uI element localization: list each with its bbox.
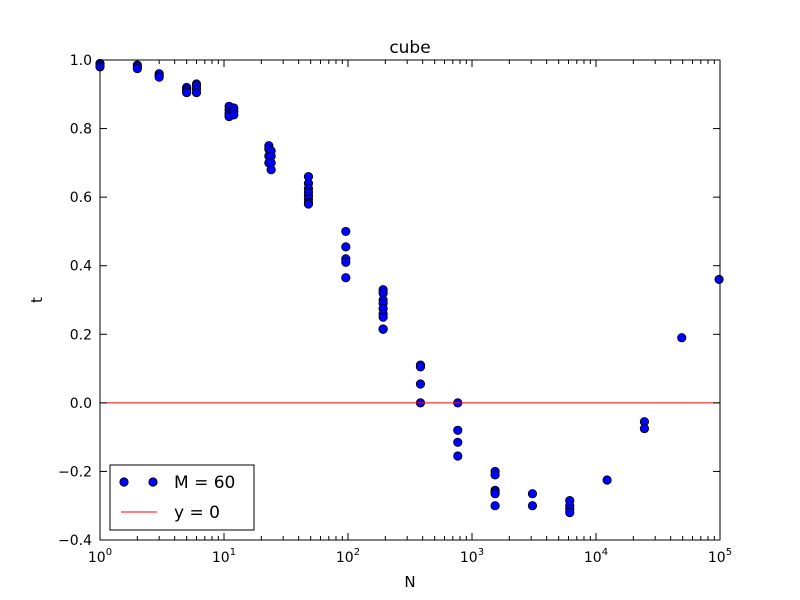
y-tick-label: 0.2 <box>70 327 92 343</box>
data-point <box>453 451 463 461</box>
data-point <box>527 501 538 511</box>
x-tick-label: 100 <box>88 547 112 566</box>
data-point <box>453 425 463 435</box>
data-point <box>677 333 687 343</box>
y-axis-label: t <box>28 297 46 303</box>
y-tick-label: −0.4 <box>58 533 92 549</box>
y-tick-label: 0.0 <box>70 396 92 412</box>
data-point <box>490 501 500 511</box>
legend-marker-scatter <box>119 477 129 487</box>
ticks-layer: −0.4 −0.2 0.0 0.2 0.4 0.6 0.8 1.0 100 101 102 103 10… <box>58 53 732 566</box>
data-point <box>341 273 351 283</box>
data-point <box>490 470 500 480</box>
data-point <box>527 489 538 499</box>
legend-label-scatter: M = 60 <box>174 473 235 493</box>
data-point <box>453 437 463 447</box>
y-tick-label: −0.2 <box>58 464 92 480</box>
y-tick-label: 0.4 <box>70 259 92 275</box>
data-point <box>182 87 192 98</box>
y-tick-label: 0.8 <box>70 122 92 138</box>
chart-title: cube <box>389 38 430 58</box>
data-point <box>154 72 164 82</box>
data-point <box>378 312 388 322</box>
legend: M = 60 y = 0 <box>109 464 255 531</box>
data-point <box>303 199 314 209</box>
data-point <box>415 379 426 389</box>
x-axis-label: N <box>404 573 415 591</box>
data-point <box>565 507 575 518</box>
plot-layer <box>95 58 724 518</box>
x-tick-label: 103 <box>460 547 484 566</box>
x-tick-label: 101 <box>212 547 236 566</box>
data-point <box>639 423 650 434</box>
data-point <box>602 475 612 485</box>
x-tick-label: 104 <box>584 547 608 566</box>
data-point <box>490 489 500 499</box>
data-point <box>266 165 276 175</box>
legend-marker-scatter <box>148 477 158 487</box>
legend-box <box>109 464 255 531</box>
data-point <box>229 110 239 120</box>
x-tick-label: 102 <box>336 547 360 566</box>
x-tick-label: 105 <box>708 547 732 566</box>
data-point <box>132 63 142 74</box>
data-point <box>191 87 202 98</box>
data-point <box>341 242 351 252</box>
data-point <box>341 257 351 267</box>
plot-frame <box>99 59 721 541</box>
data-point <box>341 226 351 237</box>
legend-label-line: y = 0 <box>174 503 220 523</box>
y-tick-label: 1.0 <box>70 53 92 69</box>
data-point <box>714 274 724 285</box>
data-point <box>378 324 388 334</box>
data-point <box>415 362 426 372</box>
y-tick-label: 0.6 <box>70 190 92 206</box>
